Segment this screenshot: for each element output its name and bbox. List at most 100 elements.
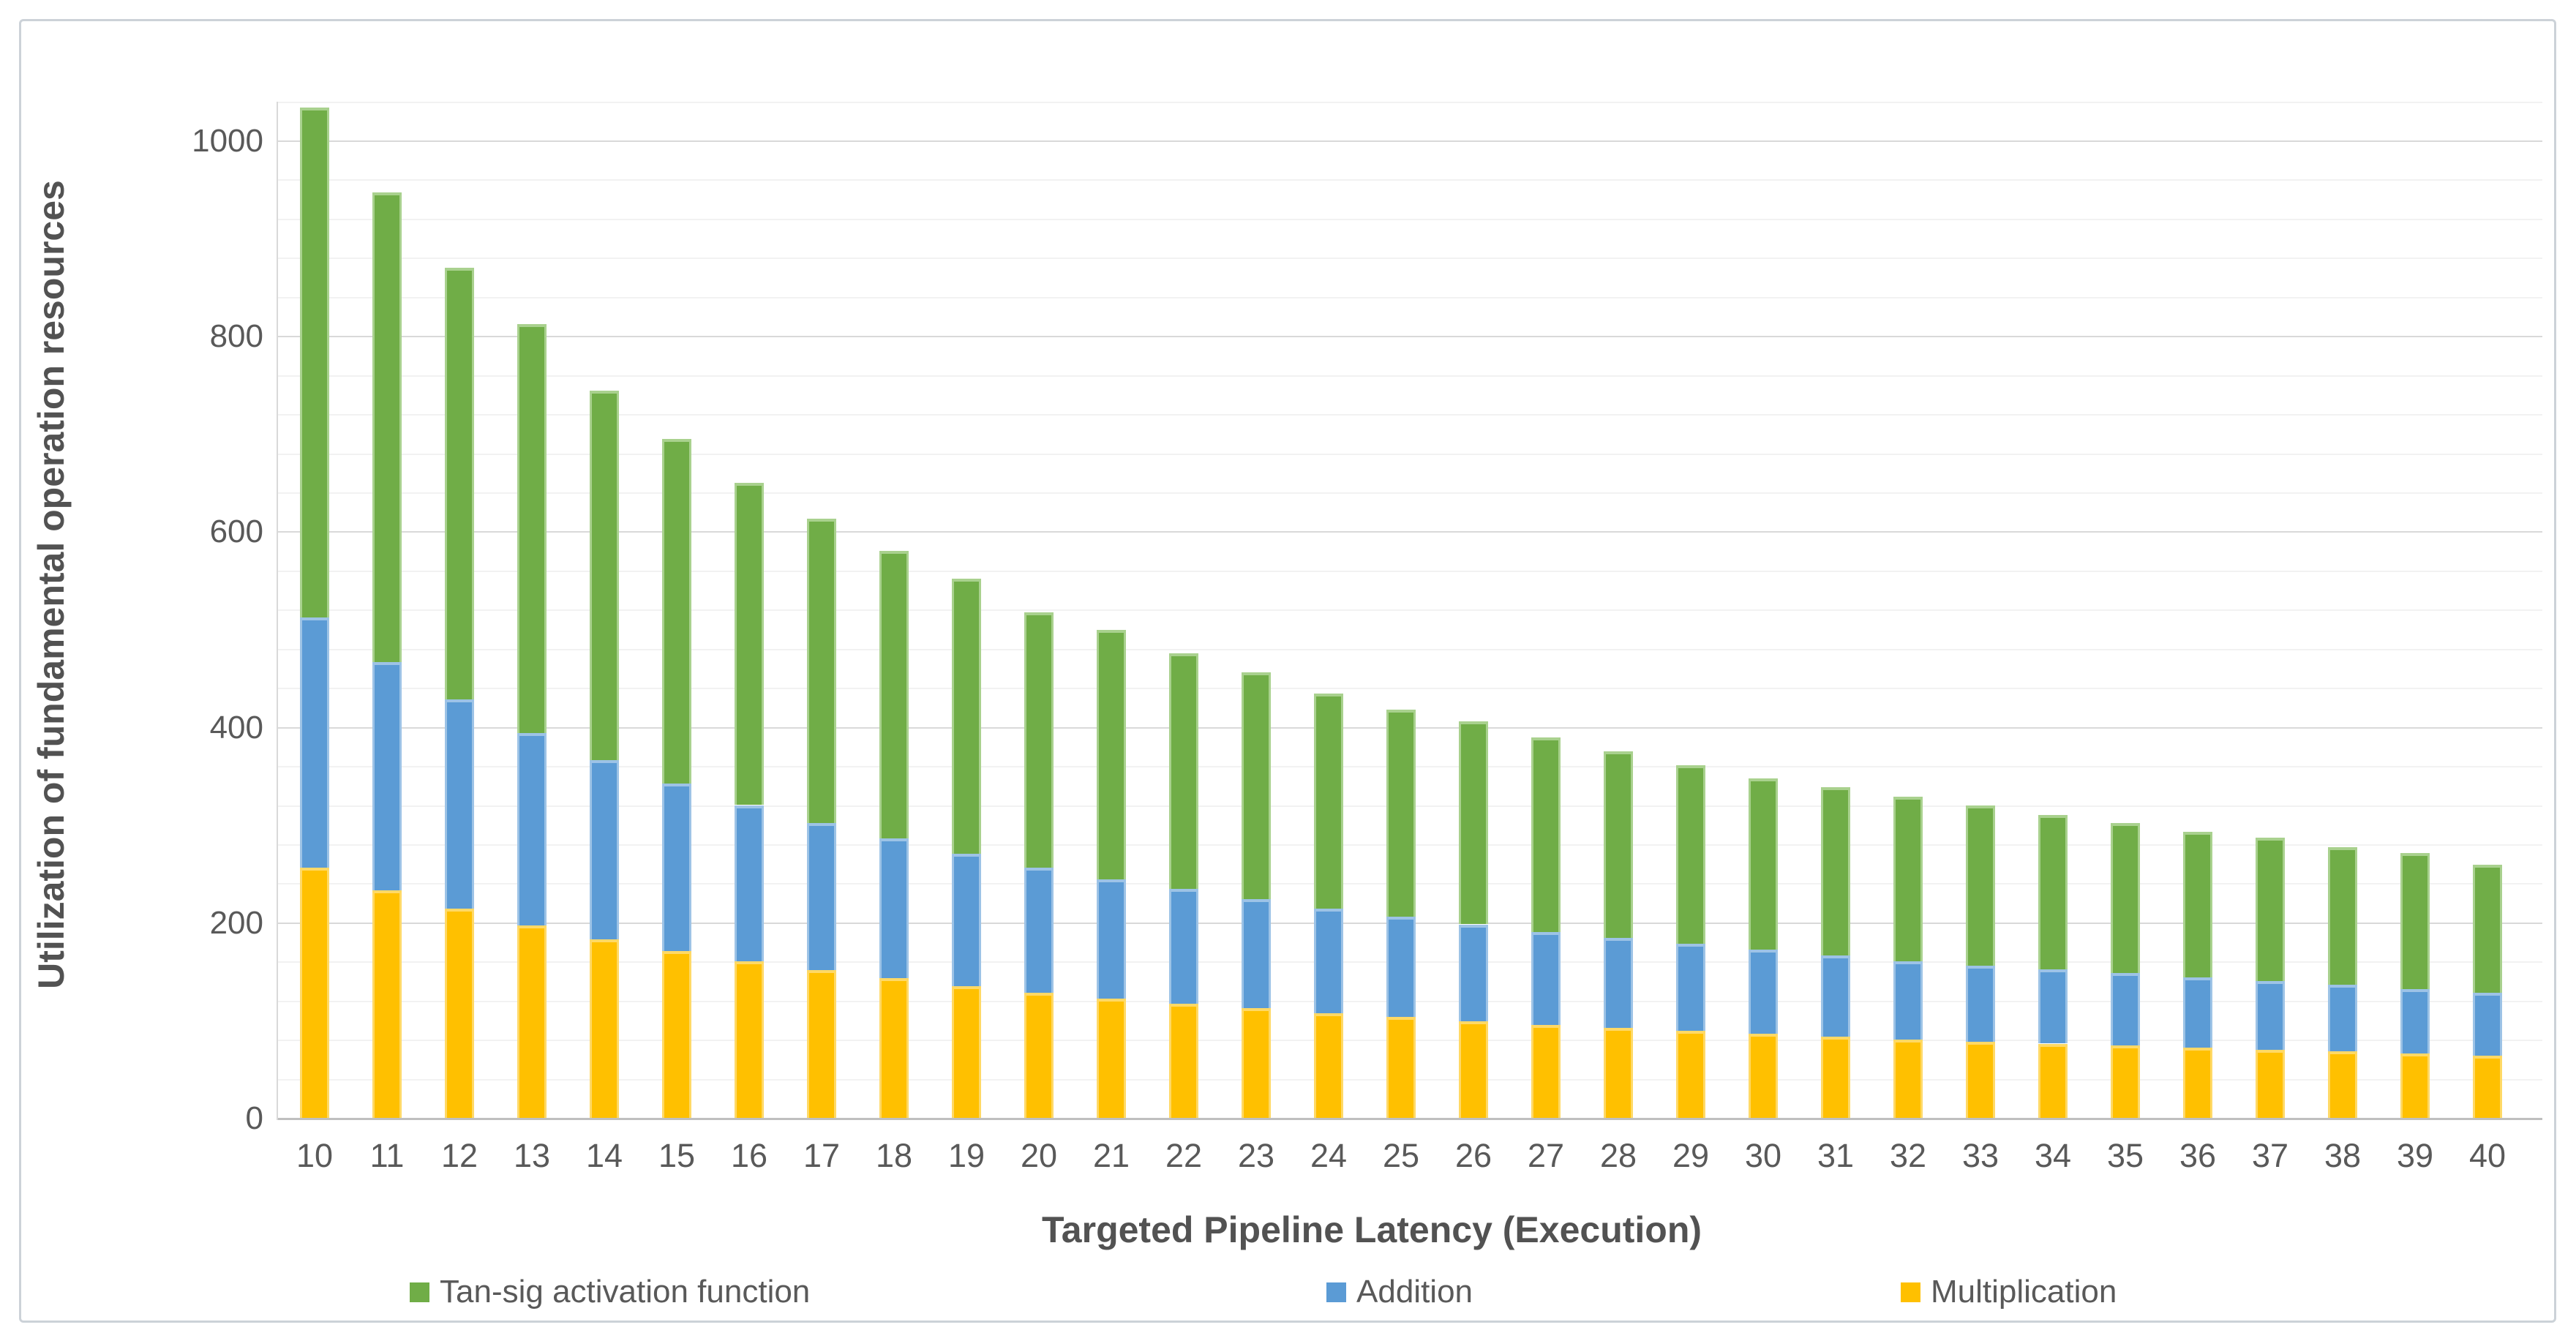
bar-segment-tan-sig-activation-function (2473, 865, 2502, 993)
bar-segment-tan-sig-activation-function (2400, 852, 2430, 989)
y-tick-label: 200 (209, 904, 263, 941)
gridline-minor (277, 218, 2542, 220)
bar-segment-multiplication (2111, 1045, 2140, 1118)
bar-segment-multiplication (1821, 1037, 1850, 1118)
x-tick-label: 39 (2396, 1137, 2434, 1174)
bar-segment-addition (952, 854, 981, 986)
bar-segment-addition (1676, 944, 1705, 1032)
bar-segment-addition (1531, 932, 1561, 1026)
bar-segment-multiplication (300, 868, 329, 1118)
gridline-minor (277, 648, 2542, 650)
x-tick-label: 31 (1817, 1137, 1855, 1174)
bar-segment-multiplication (1459, 1021, 1488, 1118)
x-tick-label: 25 (1382, 1137, 1420, 1174)
bar-segment-tan-sig-activation-function (1966, 805, 1995, 966)
bar-segment-tan-sig-activation-function (1024, 612, 1054, 868)
bar-segment-tan-sig-activation-function (1314, 694, 1343, 909)
x-tick-label: 33 (1961, 1137, 1999, 1174)
bar-segment-multiplication (590, 939, 619, 1118)
gridline-minor (277, 101, 2542, 103)
bar-segment-tan-sig-activation-function (590, 391, 619, 760)
gridline-minor (277, 414, 2542, 416)
x-tick-label: 29 (1672, 1137, 1710, 1174)
y-tick-label: 1000 (192, 123, 263, 159)
bar-segment-tan-sig-activation-function (372, 192, 402, 663)
y-tick-label: 600 (209, 514, 263, 550)
bar-segment-addition (1604, 938, 1633, 1029)
x-tick-label: 19 (947, 1137, 985, 1174)
bar-segment-tan-sig-activation-function (1242, 672, 1271, 899)
gridline-minor (277, 453, 2542, 455)
figure-border (19, 19, 2556, 1323)
x-tick-label: 28 (1599, 1137, 1637, 1174)
x-tick-label: 32 (1889, 1137, 1927, 1174)
bar-segment-multiplication (2328, 1051, 2357, 1118)
bar-segment-multiplication (1676, 1031, 1705, 1118)
bar-segment-tan-sig-activation-function (300, 107, 329, 617)
bar-segment-addition (2328, 985, 2357, 1052)
x-tick-label: 26 (1454, 1137, 1492, 1174)
x-tick-label: 15 (658, 1137, 696, 1174)
legend-item-label: Addition (1356, 1274, 1473, 1310)
legend-item: Tan-sig activation function (410, 1271, 810, 1312)
bar-segment-addition (1024, 868, 1054, 993)
bar-segment-multiplication (1097, 999, 1126, 1118)
bar-segment-addition (2256, 981, 2285, 1050)
bar-segment-addition (1459, 924, 1488, 1021)
bar-segment-addition (517, 732, 547, 925)
legend-item-label: Multiplication (1931, 1274, 2117, 1310)
gridline-major (277, 531, 2542, 533)
bar-segment-tan-sig-activation-function (1459, 721, 1488, 925)
bar-segment-addition (662, 784, 691, 951)
x-tick-label: 16 (730, 1137, 768, 1174)
x-tick-label: 10 (296, 1137, 334, 1174)
bar-segment-tan-sig-activation-function (1604, 751, 1633, 939)
bar-segment-tan-sig-activation-function (662, 438, 691, 784)
x-tick-label: 22 (1165, 1137, 1203, 1174)
legend: Tan-sig activation function Addition Multi… (0, 1271, 2576, 1315)
y-axis-line (277, 101, 278, 1120)
x-tick-label: 36 (2179, 1137, 2217, 1174)
bar-segment-addition (1242, 898, 1271, 1009)
bar-segment-addition (1386, 916, 1416, 1018)
bar-segment-multiplication (879, 978, 909, 1118)
x-tick-label: 35 (2106, 1137, 2144, 1174)
bar-segment-multiplication (807, 970, 836, 1118)
bar-segment-tan-sig-activation-function (2038, 814, 2068, 969)
bar-segment-addition (879, 838, 909, 978)
bar-segment-addition (2473, 993, 2502, 1056)
gridline-minor (277, 375, 2542, 377)
bar-segment-addition (1314, 909, 1343, 1014)
bar-segment-multiplication (662, 950, 691, 1118)
bar-segment-tan-sig-activation-function (807, 519, 836, 823)
y-tick-label: 0 (245, 1100, 263, 1136)
gridline-minor (277, 688, 2542, 690)
bar-segment-tan-sig-activation-function (1531, 737, 1561, 933)
bar-segment-multiplication (445, 909, 474, 1118)
bar-segment-tan-sig-activation-function (1676, 765, 1705, 944)
x-tick-label: 12 (440, 1137, 478, 1174)
bar-segment-multiplication (1024, 993, 1054, 1118)
gridline-minor (277, 609, 2542, 612)
x-tick-label: 37 (2251, 1137, 2289, 1174)
bar-segment-addition (372, 662, 402, 890)
bar-segment-multiplication (2473, 1055, 2502, 1118)
legend-swatch-icon (1326, 1282, 1346, 1302)
bar-segment-tan-sig-activation-function (517, 324, 547, 733)
gridline-minor (277, 492, 2542, 494)
bar-segment-tan-sig-activation-function (735, 482, 764, 805)
x-tick-label: 24 (1310, 1137, 1348, 1174)
bar-segment-multiplication (1314, 1013, 1343, 1118)
bar-segment-multiplication (1531, 1025, 1561, 1118)
x-tick-label: 18 (875, 1137, 913, 1174)
legend-item: Addition (1326, 1271, 1473, 1312)
gridline-major (277, 140, 2542, 142)
bar-segment-multiplication (2183, 1047, 2212, 1118)
x-axis-line (277, 1118, 2542, 1120)
bar-segment-tan-sig-activation-function (1169, 653, 1198, 890)
bar-segment-addition (1097, 879, 1126, 999)
bar-segment-addition (590, 760, 619, 939)
gridline-minor (277, 296, 2542, 298)
x-tick-label: 38 (2324, 1137, 2362, 1174)
